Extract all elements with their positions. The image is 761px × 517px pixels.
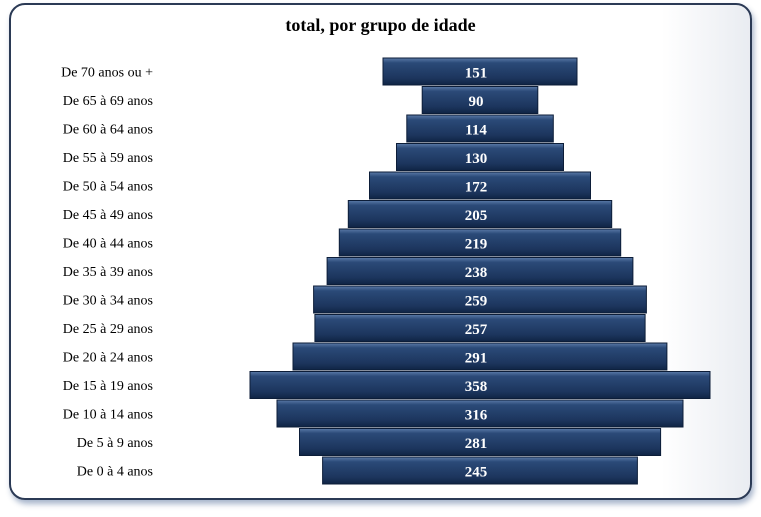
bar-11 bbox=[249, 371, 711, 399]
value-label-3: 130 bbox=[465, 151, 488, 167]
value-label-1: 90 bbox=[469, 94, 484, 110]
bar-1 bbox=[421, 86, 539, 114]
value-label-6: 219 bbox=[465, 237, 488, 253]
category-label-1: De 65 à 69 anos bbox=[63, 94, 153, 109]
category-label-13: De 5 à 9 anos bbox=[77, 436, 153, 451]
category-label-8: De 30 à 34 anos bbox=[63, 294, 153, 309]
category-label-11: De 15 à 19 anos bbox=[63, 379, 153, 394]
value-label-4: 172 bbox=[465, 180, 488, 196]
category-label-0: De 70 anos ou + bbox=[61, 66, 153, 81]
value-label-2: 114 bbox=[465, 123, 487, 139]
value-label-12: 316 bbox=[465, 408, 488, 424]
bar-4 bbox=[369, 171, 591, 200]
value-label-5: 205 bbox=[465, 208, 488, 224]
chart-title: total, por grupo de idade bbox=[285, 15, 476, 35]
bar-12 bbox=[276, 399, 684, 428]
bar-0 bbox=[382, 57, 578, 86]
category-label-2: De 60 à 64 anos bbox=[63, 123, 153, 138]
value-label-0: 151 bbox=[465, 66, 488, 82]
bar-13 bbox=[299, 428, 662, 456]
value-label-8: 259 bbox=[465, 294, 488, 310]
bar-7 bbox=[326, 257, 634, 285]
value-label-11: 358 bbox=[465, 379, 488, 395]
bar-14 bbox=[322, 456, 638, 485]
bar-3 bbox=[396, 143, 564, 171]
bar-10 bbox=[292, 342, 668, 371]
bar-2 bbox=[406, 114, 554, 143]
value-label-10: 291 bbox=[465, 351, 488, 367]
value-label-13: 281 bbox=[465, 436, 488, 452]
bar-9 bbox=[314, 314, 646, 342]
category-label-12: De 10 à 14 anos bbox=[63, 408, 153, 423]
category-label-14: De 0 à 4 anos bbox=[77, 465, 153, 480]
bar-5 bbox=[347, 200, 613, 228]
category-label-7: De 35 à 39 anos bbox=[63, 265, 153, 280]
category-label-9: De 25 à 29 anos bbox=[63, 322, 153, 337]
value-label-7: 238 bbox=[465, 265, 488, 281]
value-label-9: 257 bbox=[465, 322, 488, 338]
category-label-4: De 50 à 54 anos bbox=[63, 180, 153, 195]
category-label-10: De 20 à 24 anos bbox=[63, 351, 153, 366]
category-label-5: De 45 à 49 anos bbox=[63, 208, 153, 223]
category-label-3: De 55 à 59 anos bbox=[63, 151, 153, 166]
bar-8 bbox=[313, 285, 647, 314]
bar-6 bbox=[338, 228, 622, 257]
value-label-14: 245 bbox=[465, 465, 488, 481]
category-label-6: De 40 à 44 anos bbox=[63, 237, 153, 252]
